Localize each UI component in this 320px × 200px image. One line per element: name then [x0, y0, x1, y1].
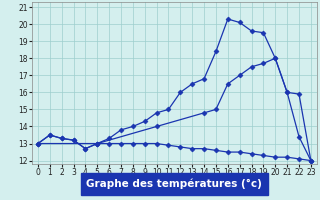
- X-axis label: Graphe des températures (°c): Graphe des températures (°c): [86, 179, 262, 189]
